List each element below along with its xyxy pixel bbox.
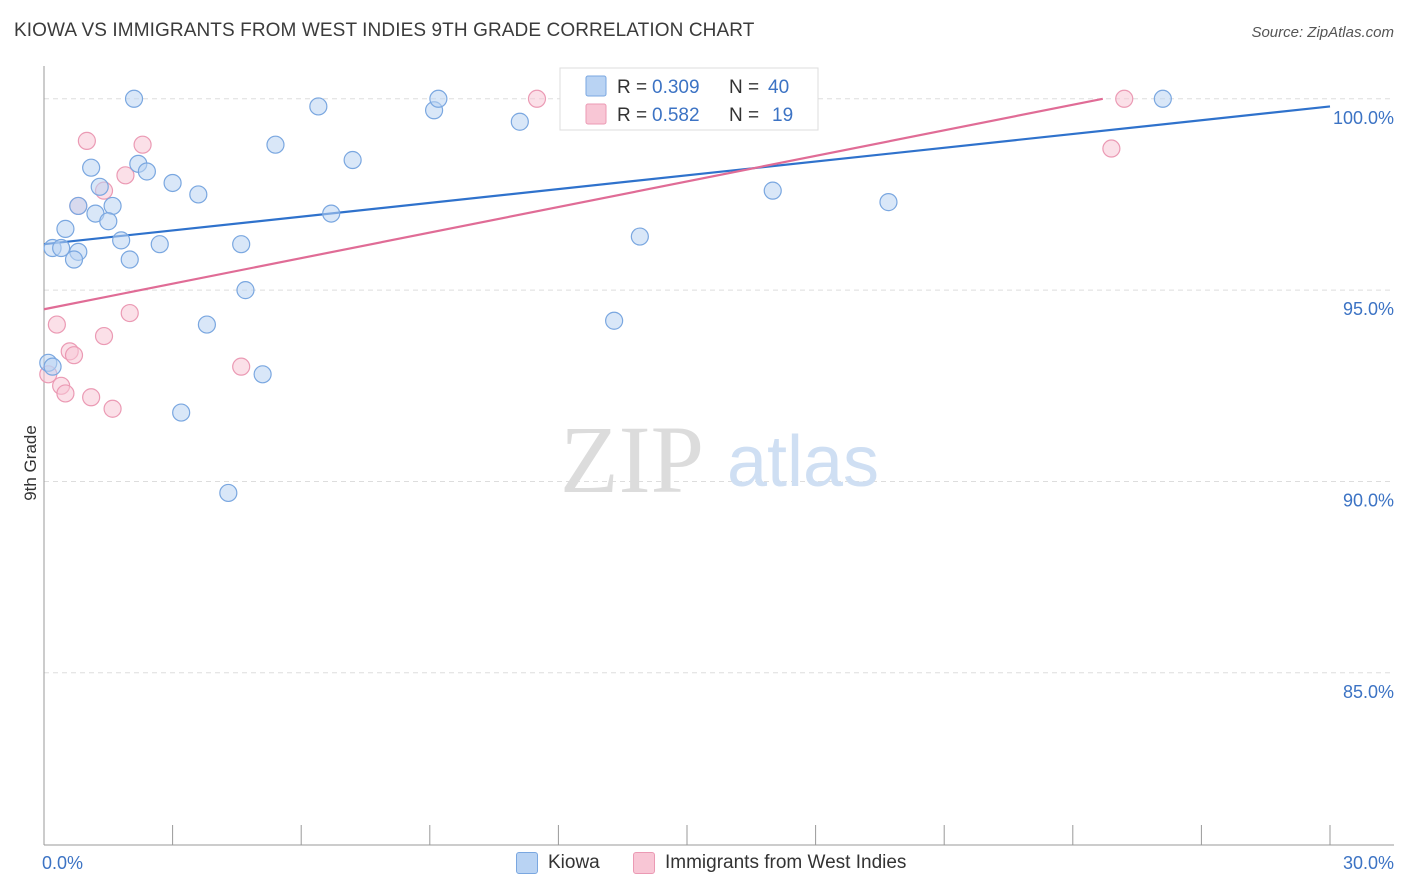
point-west-indies-13 [232, 357, 251, 376]
legend-item-west-indies[interactable]: Immigrants from West Indies [633, 852, 906, 874]
point-kiowa-15 [103, 196, 122, 216]
x-tick-label-min: 0.0% [42, 853, 83, 873]
point-west-indies-4 [1102, 139, 1121, 158]
y-tick-label-100: 100.0% [1333, 108, 1394, 128]
point-west-indies-1 [1115, 89, 1134, 108]
trend-line-kiowa [43, 105, 1331, 246]
y-tick-label-95: 95.0% [1343, 299, 1394, 319]
axes [43, 66, 1394, 846]
point-kiowa-24 [630, 227, 649, 246]
point-kiowa-6 [1153, 89, 1172, 108]
legend-wi-r-value: 0.582 [652, 105, 700, 126]
grid-lines [44, 98, 1394, 674]
watermark-atlas: atlas [727, 422, 879, 502]
legend-item-west-indies-label: Immigrants from West Indies [665, 852, 907, 873]
point-kiowa-17 [763, 181, 782, 200]
point-west-indies-18 [103, 399, 122, 418]
point-kiowa-21 [99, 212, 118, 231]
point-kiowa-38 [219, 483, 238, 503]
series-west-indies-points [39, 89, 1134, 418]
stats-legend: R = 0.309 N = 40 R = 0.582 N = 19 [559, 67, 819, 131]
legend-swatch-kiowa [585, 75, 607, 97]
point-west-indies-0 [527, 89, 547, 108]
point-west-indies-16 [56, 384, 75, 403]
point-kiowa-18 [879, 193, 898, 212]
legend-kiowa-r-value: 0.309 [652, 77, 700, 98]
point-kiowa-11 [137, 162, 156, 181]
point-kiowa-8 [343, 150, 362, 170]
y-axis-label: 9th Grade [21, 425, 40, 501]
point-kiowa-23 [112, 231, 131, 250]
point-kiowa-3 [429, 89, 448, 108]
trend-lines [43, 97, 1331, 311]
point-west-indies-17 [82, 388, 101, 407]
point-west-indies-8 [120, 303, 139, 323]
point-west-indies-3 [133, 135, 152, 154]
legend-wi-n-label: N = [729, 105, 759, 126]
point-kiowa-4 [510, 112, 529, 131]
point-kiowa-14 [189, 185, 208, 204]
legend-kiowa-r-label: R = [617, 77, 647, 98]
point-west-indies-2 [77, 131, 96, 150]
trend-line-west-indies [43, 97, 1104, 311]
point-kiowa-32 [236, 281, 255, 300]
legend-swatch-west-indies [585, 103, 607, 125]
point-kiowa-25 [150, 235, 169, 254]
legend-item-kiowa[interactable]: Kiowa [516, 852, 600, 874]
point-west-indies-12 [64, 346, 84, 365]
point-kiowa-26 [232, 235, 251, 254]
y-tick-label-90: 90.0% [1343, 490, 1394, 510]
point-kiowa-9 [82, 158, 101, 177]
point-west-indies-9 [47, 315, 66, 334]
point-kiowa-34 [197, 315, 216, 334]
y-tick-label-85: 85.0% [1343, 682, 1394, 702]
axis-ticks [43, 825, 1331, 845]
chart-title: KIOWA VS IMMIGRANTS FROM WEST INDIES 9TH… [14, 20, 755, 41]
legend-kiowa-n-value: 40 [768, 77, 789, 98]
point-kiowa-16 [69, 196, 88, 216]
point-kiowa-31 [120, 250, 139, 269]
legend-wi-r-label: R = [617, 105, 647, 126]
point-kiowa-37 [172, 403, 191, 422]
point-west-indies-5 [116, 166, 135, 185]
point-kiowa-13 [90, 177, 109, 196]
legend-wi-n-value: 19 [772, 105, 793, 126]
source-credit: Source: ZipAtlas.com [1251, 24, 1394, 41]
point-kiowa-1 [309, 97, 328, 116]
point-kiowa-28 [52, 238, 71, 258]
watermark-zip: ZIP [560, 406, 704, 513]
point-kiowa-22 [56, 219, 75, 238]
legend-item-kiowa-label: Kiowa [548, 852, 600, 873]
legend-kiowa-n-label: N = [729, 77, 759, 98]
x-tick-label-max: 30.0% [1343, 853, 1394, 873]
y-tick-labels: 85.0% 90.0% 95.0% 100.0% [1333, 108, 1394, 702]
legend-item-west-indies-swatch [633, 852, 655, 874]
series-legend: Kiowa Immigrants from West Indies [0, 852, 1406, 878]
legend-item-kiowa-swatch [516, 852, 538, 874]
point-kiowa-30 [64, 250, 84, 269]
point-west-indies-10 [94, 326, 114, 346]
point-kiowa-7 [266, 135, 285, 154]
watermark: ZIP atlas [560, 406, 879, 513]
point-kiowa-19 [322, 204, 341, 223]
point-kiowa-0 [124, 89, 144, 108]
point-kiowa-33 [605, 311, 624, 330]
series-kiowa-points [39, 89, 1172, 503]
point-kiowa-39 [43, 357, 62, 376]
point-kiowa-12 [163, 173, 182, 193]
point-kiowa-36 [253, 365, 272, 384]
